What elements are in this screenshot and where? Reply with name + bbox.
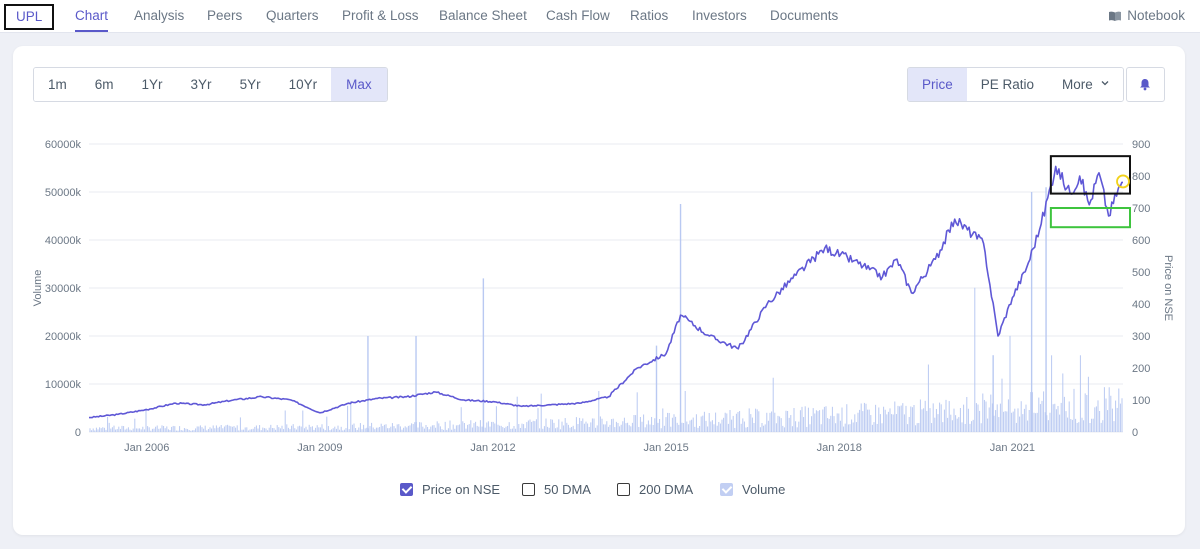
y-right-tick-label: 800 <box>1132 171 1150 183</box>
legend-200-dma-label: 200 DMA <box>639 482 694 497</box>
tab-chart[interactable]: Chart <box>75 0 109 32</box>
tab-balance-sheet[interactable]: Balance Sheet <box>439 8 527 23</box>
bell-icon <box>1140 79 1150 91</box>
y-right-tick-label: 500 <box>1132 267 1150 279</box>
y-right-tick-label: 0 <box>1132 427 1138 439</box>
range-1yr-button[interactable]: 1Yr <box>127 68 177 101</box>
alert-button[interactable] <box>1126 67 1165 102</box>
tab-ratios[interactable]: Ratios <box>630 8 669 23</box>
x-tick-label: Jan 2018 <box>817 442 862 454</box>
book-icon <box>1109 11 1122 21</box>
legend-50-dma[interactable]: 50 DMA <box>522 482 591 497</box>
legend-50-dma-label: 50 DMA <box>544 482 591 497</box>
y-left-tick-label: 30000k <box>45 283 82 295</box>
tab-quarters[interactable]: Quarters <box>266 8 319 23</box>
y-right-tick-label: 200 <box>1132 363 1150 375</box>
black-highlight-box <box>1049 155 1132 195</box>
y-right-axis-label: Price on NSE <box>1162 255 1174 321</box>
y-right-tick-label: 300 <box>1132 331 1150 343</box>
time-range-selector: 1m 6m 1Yr 3Yr 5Yr 10Yr Max <box>33 67 388 102</box>
range-max-button[interactable]: Max <box>331 68 387 101</box>
checkbox-checked-icon[interactable] <box>400 483 413 496</box>
x-tick-label: Jan 2021 <box>990 442 1035 454</box>
y-right-tick-label: 600 <box>1132 235 1150 247</box>
tab-cash-flow[interactable]: Cash Flow <box>546 8 610 23</box>
range-6m-button[interactable]: 6m <box>80 68 128 101</box>
tab-peers[interactable]: Peers <box>207 8 243 23</box>
legend-200-dma[interactable]: 200 DMA <box>617 482 693 497</box>
checkbox-empty-icon[interactable] <box>617 483 630 496</box>
yellow-highlight-circle <box>1116 174 1130 189</box>
y-left-axis-label: Volume <box>32 270 44 307</box>
y-left-tick-label: 10000k <box>45 379 82 391</box>
y-right-tick-label: 900 <box>1132 139 1150 151</box>
y-left-tick-label: 40000k <box>45 235 82 247</box>
chevron-down-icon <box>1101 81 1109 86</box>
y-right-tick-label: 700 <box>1132 203 1150 215</box>
y-left-tick-label: 60000k <box>45 139 82 151</box>
legend-volume[interactable]: Volume <box>720 482 785 497</box>
range-3yr-button[interactable]: 3Yr <box>176 68 226 101</box>
y-left-tick-label: 20000k <box>45 331 82 343</box>
legend-price[interactable]: Price on NSE <box>400 482 500 497</box>
legend-price-label: Price on NSE <box>422 482 501 497</box>
x-tick-label: Jan 2009 <box>297 442 342 454</box>
y-right-tick-label: 100 <box>1132 395 1150 407</box>
pe-ratio-button[interactable]: PE Ratio <box>966 68 1049 101</box>
x-tick-label: Jan 2012 <box>470 442 515 454</box>
top-navigation: UPL Chart Analysis Peers Quarters Profit… <box>0 0 1200 33</box>
y-left-tick-label: 50000k <box>45 187 82 199</box>
price-button[interactable]: Price <box>908 68 967 101</box>
range-5yr-button[interactable]: 5Yr <box>225 68 275 101</box>
more-dropdown[interactable]: More <box>1048 68 1123 101</box>
notebook-label: Notebook <box>1127 8 1185 23</box>
range-1m-button[interactable]: 1m <box>34 68 81 101</box>
x-tick-label: Jan 2015 <box>643 442 688 454</box>
tab-profit-loss[interactable]: Profit & Loss <box>342 8 419 23</box>
price-line <box>89 165 1123 419</box>
tab-analysis[interactable]: Analysis <box>134 8 185 23</box>
company-name[interactable]: UPL <box>4 4 55 30</box>
y-right-tick-label: 400 <box>1132 299 1150 311</box>
chart-card: 1m 6m 1Yr 3Yr 5Yr 10Yr Max Price PE Rati… <box>13 46 1185 535</box>
tab-investors[interactable]: Investors <box>692 8 747 23</box>
checkbox-checked-icon[interactable] <box>720 483 733 496</box>
notebook-link[interactable]: Notebook <box>1109 0 1185 32</box>
x-tick-label: Jan 2006 <box>124 442 169 454</box>
checkbox-empty-icon[interactable] <box>522 483 535 496</box>
metric-selector: Price PE Ratio More <box>907 67 1124 102</box>
green-highlight-box <box>1049 207 1132 229</box>
range-10yr-button[interactable]: 10Yr <box>274 68 332 101</box>
more-label: More <box>1062 77 1093 92</box>
tab-documents[interactable]: Documents <box>770 8 839 23</box>
y-left-tick-label: 0 <box>75 427 81 439</box>
legend-volume-label: Volume <box>742 482 786 497</box>
price-volume-chart: 0 10000k 20000k 30000k 40000k 50000k 60000k 0 10… <box>32 139 1174 454</box>
